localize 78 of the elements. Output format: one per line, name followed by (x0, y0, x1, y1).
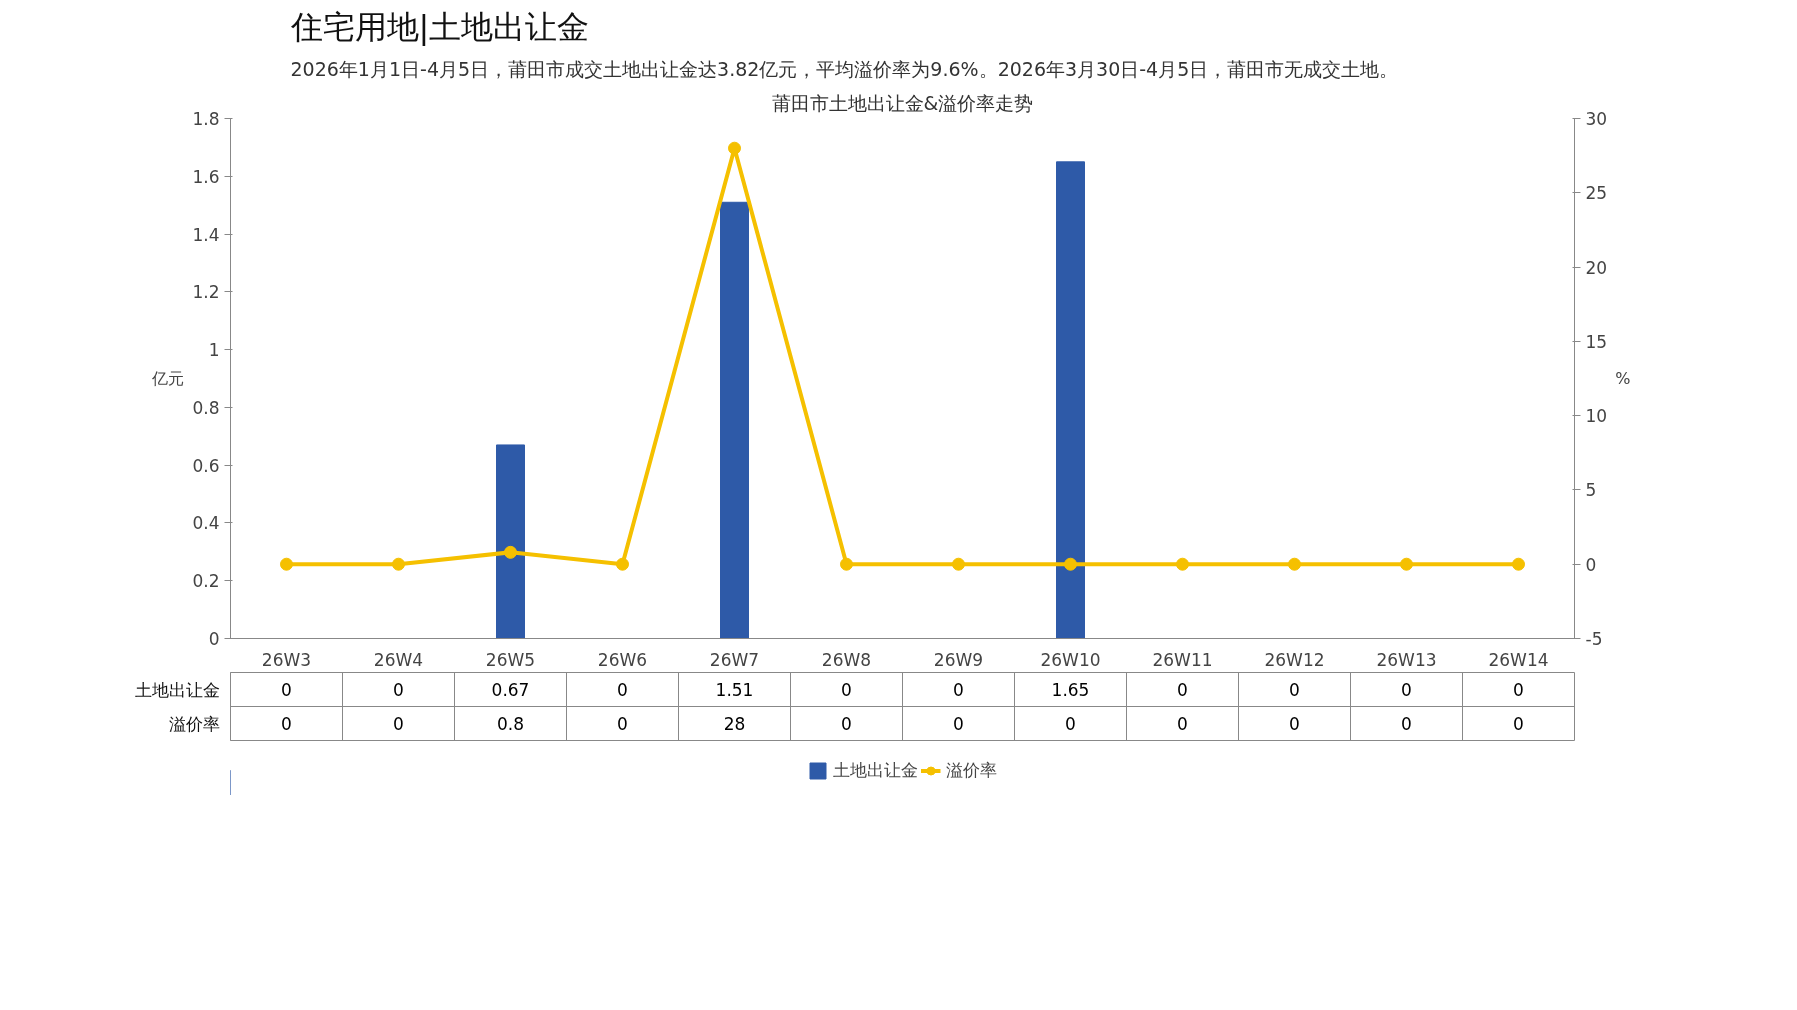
data-label: 0 (1289, 714, 1300, 734)
legend-label: 溢价率 (945, 758, 997, 782)
data-label: 0.67 (491, 680, 530, 700)
point (1512, 557, 1525, 571)
x-tick-label: 26W6 (597, 649, 648, 670)
data-label: 0 (1177, 714, 1188, 734)
x-tick-label: 26W10 (1040, 649, 1101, 670)
bar (496, 444, 525, 639)
data-label: 0 (953, 680, 964, 700)
point (1288, 557, 1301, 571)
data-label: 28 (723, 714, 746, 734)
data-label: 0 (1177, 680, 1188, 700)
data-label: 0 (393, 714, 404, 734)
text: 土地出让金 (134, 679, 220, 700)
data-label: 0 (281, 680, 292, 700)
data-label: 0 (1401, 714, 1412, 734)
y-tick-label: 1.8 (192, 109, 220, 129)
data-label: 0 (953, 714, 964, 734)
x-tick-label: 26W7 (709, 649, 760, 670)
x-tick-label: 26W14 (1488, 649, 1549, 670)
point (1064, 557, 1077, 571)
y-tick-label: 1.4 (192, 224, 220, 245)
y-axis-title: 亿元 (151, 369, 185, 388)
bar (720, 201, 749, 639)
y2-tick-label: 30 (1585, 109, 1608, 129)
x-tick-label: 26W11 (1152, 649, 1213, 670)
point (728, 141, 741, 155)
data-label: 0 (281, 714, 292, 734)
y-tick-label: 0 (208, 629, 220, 649)
point (1400, 557, 1413, 571)
y2-tick-label: 15 (1585, 331, 1608, 352)
data-label: 1.51 (715, 680, 754, 700)
x-tick-label: 26W8 (821, 649, 872, 670)
x-tick-label: 26W12 (1264, 649, 1325, 670)
point (840, 557, 853, 571)
y2-tick-label: -5 (1585, 629, 1603, 649)
y-tick-label: 1.2 (192, 282, 220, 303)
bar (1056, 161, 1085, 639)
text: 莆田市土地出让金&溢价率走势 (771, 91, 1034, 114)
data-label: 0 (841, 714, 852, 734)
data-label: 0 (617, 714, 628, 734)
data-label: 0 (1065, 714, 1076, 734)
x-tick-label: 26W5 (485, 649, 536, 670)
point (392, 557, 405, 571)
y2-tick-label: 25 (1585, 183, 1608, 204)
data-label: 0 (1401, 680, 1412, 700)
y-tick-label: 0.4 (192, 513, 220, 534)
point (616, 557, 629, 571)
y-tick-label: 1 (208, 340, 220, 361)
chart-subtitle: 2026年1月1日-4月5日，莆田市成交土地出让金达3.82亿元，平均溢价率为9.6%。2026年3月30日-4月5日，莆田市无成交土地。 (290, 57, 1399, 80)
y2-tick-label: 5 (1585, 480, 1597, 501)
y2-tick-label: 20 (1585, 257, 1608, 278)
x-tick-label: 26W9 (933, 649, 984, 670)
point (280, 557, 293, 571)
y-tick-label: 0.8 (192, 397, 220, 418)
data-label: 0 (1513, 714, 1524, 734)
y2-tick-label: 10 (1585, 406, 1608, 427)
x-tick-label: 26W3 (261, 649, 312, 670)
data-label: 0 (393, 680, 404, 700)
y-tick-label: 1.6 (192, 166, 220, 187)
data-label: 0 (841, 680, 852, 700)
y2-axis-title: % (1615, 369, 1631, 388)
y-tick-label: 0.2 (192, 571, 220, 592)
x-tick-label: 26W13 (1376, 649, 1437, 670)
data-label: 1.65 (1051, 680, 1090, 700)
text: 溢价率 (168, 713, 220, 734)
data-label: 0 (1289, 680, 1300, 700)
legend-label: 土地出让金 (832, 758, 918, 782)
data-label: 0 (617, 680, 628, 700)
y2-tick-label: 0 (1585, 554, 1597, 575)
point (1176, 557, 1189, 571)
x-tick-label: 26W4 (373, 649, 424, 670)
point (952, 557, 965, 571)
point (504, 545, 517, 559)
y-tick-label: 0.6 (192, 455, 220, 476)
chart-title: 住宅用地|土地出让金 (289, 7, 590, 46)
data-label: 0.8 (496, 714, 525, 734)
data-label: 0 (1513, 680, 1524, 700)
